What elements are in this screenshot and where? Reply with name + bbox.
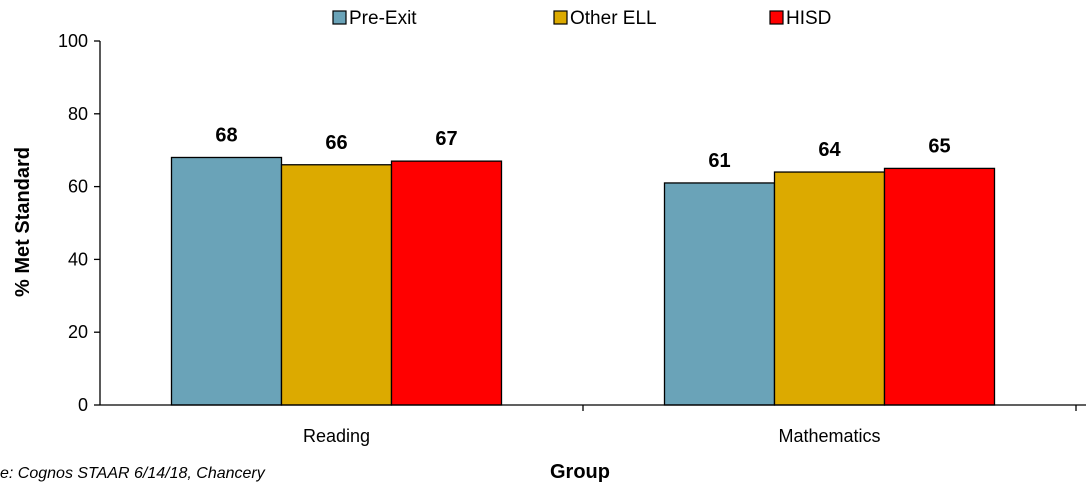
data-label-mathematics-hisd: 65 [928, 135, 950, 157]
bar-reading-pre-exit [170, 156, 283, 406]
legend: Pre-Exit Other ELL HISD [332, 8, 831, 29]
y-tick-label: 80 [68, 104, 88, 124]
legend-label-hisd: HISD [786, 8, 831, 29]
bar-mathematics-pre-exit [663, 182, 776, 406]
x-axis: Reading Mathematics [100, 404, 1086, 446]
legend-item-pre-exit: Pre-Exit [332, 8, 417, 29]
bars: 68 66 67 61 64 65 [170, 124, 996, 406]
data-label-reading-pre-exit: 68 [215, 124, 237, 146]
legend-swatch-pre-exit [332, 10, 347, 25]
x-axis-title: Group [550, 461, 610, 483]
data-label-reading-other-ell: 66 [325, 132, 347, 154]
y-axis-title: % Met Standard [12, 147, 34, 297]
data-label-mathematics-pre-exit: 61 [708, 150, 730, 172]
legend-swatch-hisd [769, 10, 784, 25]
bar-mathematics-other-ell [773, 171, 886, 406]
data-label-reading-hisd: 67 [435, 128, 457, 150]
source-note: e: Cognos STAAR 6/14/18, Chancery [0, 465, 266, 482]
y-tick-label: 60 [68, 177, 88, 197]
legend-label-other-ell: Other ELL [570, 8, 657, 29]
y-tick-label: 20 [68, 322, 88, 342]
bar-mathematics-hisd [883, 167, 996, 406]
legend-swatch-other-ell [553, 10, 568, 25]
x-tick-label-reading: Reading [303, 426, 370, 446]
bar-reading-hisd [390, 160, 503, 406]
legend-item-hisd: HISD [769, 8, 831, 29]
y-tick-label: 0 [78, 395, 88, 415]
bar-reading-other-ell [280, 164, 393, 406]
y-tick-label: 40 [68, 249, 88, 269]
legend-label-pre-exit: Pre-Exit [349, 8, 417, 29]
y-axis: 0 20 40 60 80 100 [58, 31, 101, 415]
data-label-mathematics-other-ell: 64 [818, 139, 841, 161]
legend-item-other-ell: Other ELL [553, 8, 657, 29]
x-tick-label-mathematics: Mathematics [778, 426, 880, 446]
y-tick-label: 100 [58, 31, 88, 51]
